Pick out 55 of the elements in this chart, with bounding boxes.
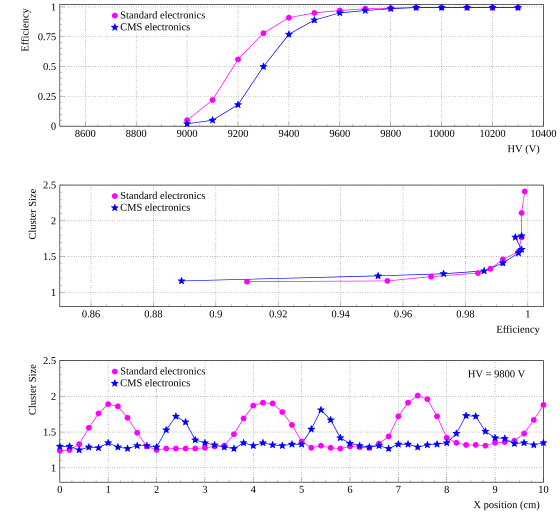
x-tick-label: 0.98 (456, 310, 474, 318)
x-tick-label: 9000 (176, 130, 198, 137)
x-tick-label: 1 (106, 486, 110, 493)
y-tick-label: 2 (51, 217, 56, 224)
y-tick-label: 0.25 (38, 92, 56, 100)
y-tick-label: 1 (52, 288, 56, 296)
x-tick-label: 10200 (480, 130, 506, 137)
x-tick-label: 0.88 (144, 310, 162, 318)
legend-label: Standard electronics (120, 367, 205, 374)
x-tick-label: 7 (396, 486, 401, 493)
legend-label: Standard electronics (120, 11, 205, 19)
legend-label: CMS electronics (120, 22, 190, 30)
x-tick-label: 1 (526, 310, 530, 318)
x-tick-label: 8800 (126, 130, 146, 137)
x-tick-label: 3 (202, 486, 208, 493)
y-tick-label: 1.5 (44, 253, 56, 260)
x-tick-label: 4 (250, 486, 256, 493)
x-tick-label: 0.86 (82, 310, 100, 318)
y-tick-label: 2 (51, 392, 56, 400)
x-tick-label: 0.92 (269, 310, 287, 318)
x-axis-title: HV (V) (508, 144, 540, 154)
x-axis-title: Efficiency (496, 325, 540, 335)
x-tick-label: 9800 (380, 130, 401, 137)
y-tick-label: 0.5 (43, 62, 56, 70)
x-tick-label: 8 (444, 486, 449, 493)
y-tick-label: 2.5 (44, 356, 56, 364)
x-tick-label: 2 (154, 486, 159, 493)
y-tick-label: 1 (52, 3, 56, 10)
x-tick-label: 0 (58, 486, 62, 493)
x-tick-label: 6 (348, 486, 352, 493)
y-tick-label: 0 (51, 122, 56, 130)
y-axis-title: Cluster Size (28, 189, 36, 240)
y-axis-title: Cluster Size (28, 364, 36, 415)
x-tick-label: 0.96 (394, 310, 412, 318)
legend-label: CMS electronics (120, 203, 190, 211)
y-tick-label: 0.75 (38, 33, 56, 40)
x-axis-title: X position (cm) (474, 500, 540, 510)
x-tick-label: 9 (492, 486, 498, 493)
x-tick-label: 9400 (278, 130, 299, 137)
x-tick-label: 0.94 (332, 310, 350, 318)
y-tick-label: 1 (52, 464, 56, 472)
x-tick-label: 8600 (75, 130, 96, 137)
x-tick-label: 10000 (429, 130, 454, 137)
legend-label: Standard electronics (120, 192, 205, 199)
x-tick-label: 0.9 (210, 310, 222, 318)
annotation: HV = 9800 V (468, 370, 526, 378)
legend-label: CMS electronics (120, 378, 190, 386)
x-tick-label: 9200 (228, 130, 248, 137)
x-tick-label: 10 (539, 486, 548, 493)
x-tick-label: 9600 (330, 130, 350, 137)
y-axis-title: Efficiency (21, 8, 31, 52)
x-tick-label: 10400 (531, 130, 556, 137)
x-tick-label: 5 (300, 486, 304, 493)
y-tick-label: 2.5 (44, 181, 56, 189)
y-tick-label: 1.5 (44, 428, 56, 436)
